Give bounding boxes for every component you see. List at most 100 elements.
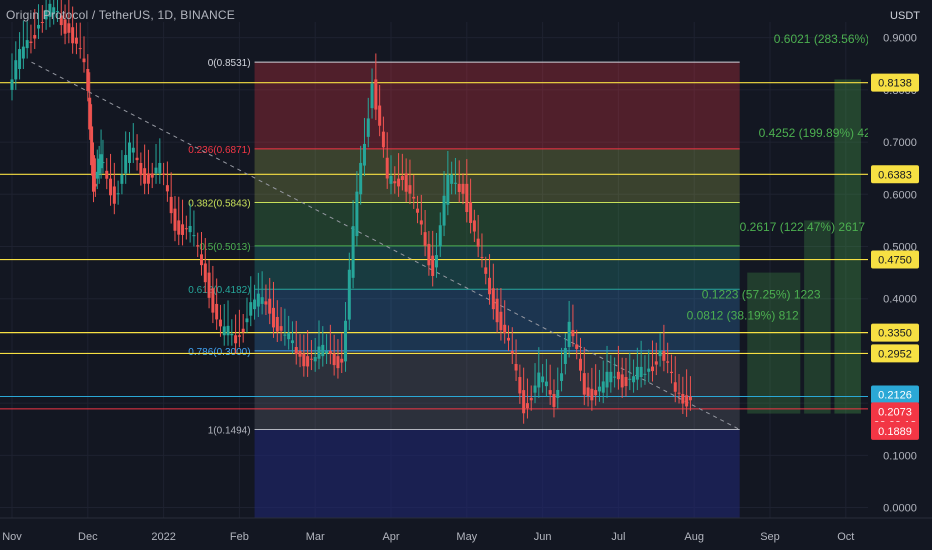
candle-body [389,175,393,184]
resistance-tag-label: 0.4750 [878,255,912,267]
candle-body [37,24,41,29]
candle-body [366,118,370,137]
candle-body [484,267,488,274]
candle-body [237,335,241,337]
candle-body [450,174,454,184]
fib-zone [254,148,740,203]
candle-body [230,333,234,336]
candle-body [461,183,465,194]
candle-body [294,347,298,355]
candle-body [662,350,666,361]
fib-zone [254,245,740,290]
candle-body [158,162,162,174]
resistance-tag-label: 0.2952 [878,348,912,360]
candle-body [434,255,438,268]
candle-body [48,3,52,17]
candle-body [105,170,109,179]
candle-body [86,68,90,91]
price-tag-label: 0.1889 [878,426,912,438]
candle-body [200,254,203,266]
candle-body [336,356,340,369]
candle-body [90,126,94,166]
resistance-tag-label: 0.3350 [878,328,912,340]
candle-body [620,374,624,388]
candle-body [537,372,541,388]
candle-body [211,288,215,313]
target-label: 0.4252 (199.89%) 4252 [759,126,885,140]
candle-body [177,220,181,235]
candle-body [476,238,480,247]
candle-body [465,183,469,213]
candle-body [40,22,44,23]
y-tick-label: 0.9000 [883,33,917,45]
candle-body [290,340,294,344]
target-zone [747,272,801,414]
fib-level-label: 0.618(0.4182) [188,285,250,296]
candle-body [10,79,14,90]
candle-body [55,11,59,13]
candle-body [548,390,552,395]
candle-body [215,303,219,320]
candle-body [275,316,279,332]
candle-body [222,326,226,336]
candle-body [673,382,677,392]
candle-body [218,319,222,327]
candle-body [260,297,264,304]
target-label: 0.1223 (57.25%) 1223 [702,288,821,302]
candle-body [124,155,128,174]
candle-body [556,389,560,398]
candle-body [173,208,177,231]
candle-body [628,378,632,380]
y-tick-label: 0.7000 [883,137,917,149]
candle-body [309,358,313,360]
candle-body [169,196,173,214]
y-tick-label: 0.4000 [883,294,917,306]
candle-body [120,174,124,184]
candle-body [88,97,92,130]
candle-body [658,350,662,357]
candle-body [154,167,158,174]
candle-body [469,202,473,223]
candle-body [472,220,476,232]
candle-body [647,368,651,372]
candle-body [400,176,404,180]
candle-body [321,344,325,357]
candle-body [188,225,192,233]
candle-body [52,7,56,15]
candle-body [397,178,401,187]
candle-body [378,105,382,126]
candle-body [522,390,526,414]
candle-body [544,381,548,387]
y-tick-label: 0.5000 [883,242,917,254]
candle-body [184,228,188,230]
candle-body [135,157,139,161]
candle-body [268,298,272,314]
candle-body [63,19,67,34]
x-tick-label: Aug [684,531,704,543]
candle-body [109,178,113,196]
trendline [31,61,740,430]
candle-body [325,351,329,354]
fib-level-label: 0.5(0.5013) [199,242,250,253]
candle-body [29,41,33,43]
candle-body [162,173,166,175]
candle-body [351,226,355,278]
fib-level-label: 0.236(0.6871) [188,145,250,156]
candle-body [71,27,75,44]
fib-level-label: 0.382(0.5843) [188,198,250,209]
x-tick-label: Jul [611,531,625,543]
candle-body [438,225,442,247]
candle-body [143,168,147,184]
candle-body [14,60,18,80]
candle-body [150,173,154,178]
candle-body [226,325,230,336]
candle-body [533,385,537,393]
candle-body [279,326,283,331]
candle-body [298,350,302,357]
candle-body [25,40,29,49]
candle-body [579,358,582,371]
candle-body [571,330,575,337]
fib-level-label: 0(0.8531) [208,58,251,69]
